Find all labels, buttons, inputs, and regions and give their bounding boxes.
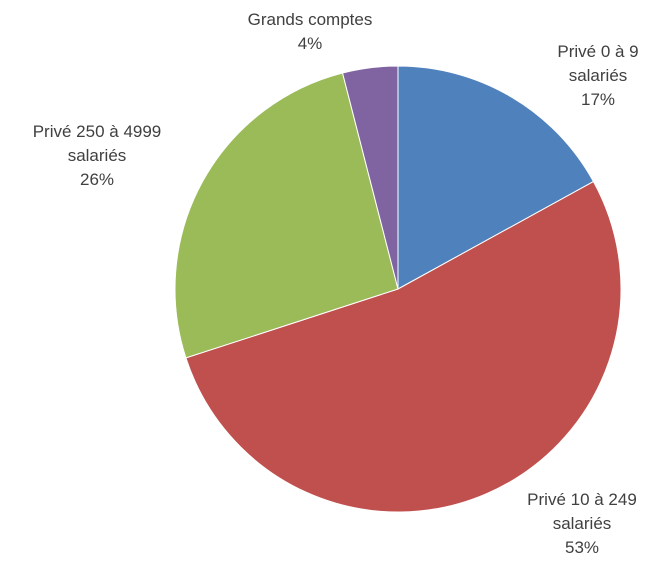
pie-slice bbox=[174, 72, 399, 359]
slice-label: Privé 10 à 249 salariés 53% bbox=[507, 488, 657, 560]
category-label: Grands comptes bbox=[247, 10, 373, 29]
value-label: 53% bbox=[564, 538, 600, 557]
category-label: Privé 10 à 249 salariés bbox=[527, 490, 637, 533]
slice-label: Privé 0 à 9 salariés 17% bbox=[543, 40, 653, 112]
category-label: Privé 0 à 9 salariés bbox=[557, 42, 639, 85]
pie-slice bbox=[397, 65, 595, 290]
value-label: 26% bbox=[79, 170, 115, 189]
pie-slice bbox=[185, 180, 622, 513]
value-label: 4% bbox=[297, 34, 323, 53]
slice-label: Privé 250 à 4999 salariés 26% bbox=[10, 120, 185, 192]
value-label: 17% bbox=[580, 90, 616, 109]
slice-label: Grands comptes 4% bbox=[220, 8, 400, 56]
category-label: Privé 250 à 4999 salariés bbox=[32, 122, 162, 165]
pie-slice bbox=[341, 65, 399, 290]
